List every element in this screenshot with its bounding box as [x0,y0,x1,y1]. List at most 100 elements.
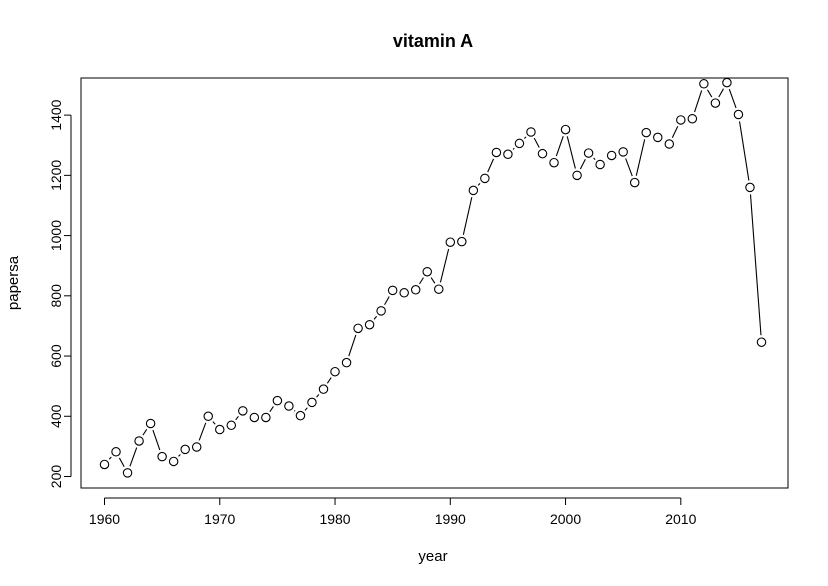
y-tick-label: 400 [48,404,64,428]
series-segment [728,88,737,109]
y-axis-label: papersa [5,255,22,310]
plot-frame [80,77,789,489]
x-axis: 1960 1970 1980 1990 2000 2010 [89,497,697,527]
series-segment [316,394,320,398]
series-segment [293,410,296,412]
series-segment [635,139,646,176]
series-segment [439,248,450,283]
x-tick-label: 1960 [89,511,120,527]
y-tick-label: 1000 [48,220,64,251]
data-point [641,127,651,138]
data-point [122,468,133,478]
data-point [238,406,248,416]
series-segment [706,89,713,98]
series-segment [625,158,633,177]
data-point [606,150,617,161]
data-point [180,444,190,455]
series-segment [269,406,274,413]
data-point [249,412,260,423]
series-segment [512,147,515,150]
y-tick-label: 600 [48,344,64,368]
data-point [295,410,306,421]
data-point [168,456,179,467]
series-segment [477,183,481,186]
series-segment [749,194,762,336]
data-point [272,395,283,406]
data-point [284,401,294,411]
data-point [618,147,628,157]
data-point [445,237,456,247]
data-point [422,266,432,277]
data-point [145,418,156,429]
series-segment [129,447,138,467]
y-tick-label: 1200 [48,160,64,191]
x-axis-label: year [418,548,447,565]
data-point [330,366,340,377]
series-segment [373,315,378,320]
series-segment [533,137,540,148]
chart-title: vitamin A [393,31,473,51]
data-point [353,323,363,334]
data-point [653,132,663,143]
series-segment [566,136,576,169]
data-point [468,185,479,196]
series-segment [142,429,148,436]
data-point [261,412,271,423]
data-point [134,436,144,446]
data-point [387,285,398,296]
data-point [99,459,110,470]
data-point [722,77,732,88]
series-segment [462,197,473,235]
data-point [537,148,548,159]
series-segment [384,296,390,306]
data-point [756,337,767,347]
series-segment [419,277,424,285]
series-segment [694,90,703,113]
series-segment [178,454,181,457]
data-point [215,424,225,435]
y-tick-label: 200 [48,465,64,489]
data-point [364,319,375,330]
series-segment [326,377,332,384]
data-point [699,79,709,89]
data-point [457,236,467,247]
data-point [341,357,352,368]
data-point [191,442,202,452]
data-point [203,411,213,422]
data-point [745,182,755,193]
series-segment [487,158,495,173]
data-point [514,138,525,149]
series-segment [430,277,436,284]
series-segment [198,422,207,441]
x-tick-label: 2000 [550,511,581,527]
data-point [676,115,686,125]
series-segment [212,421,216,425]
y-tick-label: 800 [48,284,64,308]
series-segment [118,457,125,468]
series-segment [108,456,112,460]
x-tick-label: 1970 [204,511,235,527]
y-tick-label: 1400 [48,99,64,130]
data-point [480,173,490,184]
data-point [733,109,744,120]
data-point [710,98,721,108]
data-point [111,447,121,457]
data-point [526,127,536,137]
series-segment [555,136,564,157]
data-point [687,113,698,124]
x-tick-label: 2010 [665,511,696,527]
series-segment [348,334,357,357]
data-point [157,451,167,462]
data-point [226,420,237,431]
data-point [664,139,675,149]
series-segment [671,126,679,138]
data-point [595,159,605,170]
series-segment [524,136,527,139]
x-tick-label: 1980 [319,511,350,527]
x-tick-label: 1990 [435,511,466,527]
data-point [549,157,559,168]
data-point [434,284,444,294]
data-point [307,397,317,408]
series-line [108,88,762,468]
